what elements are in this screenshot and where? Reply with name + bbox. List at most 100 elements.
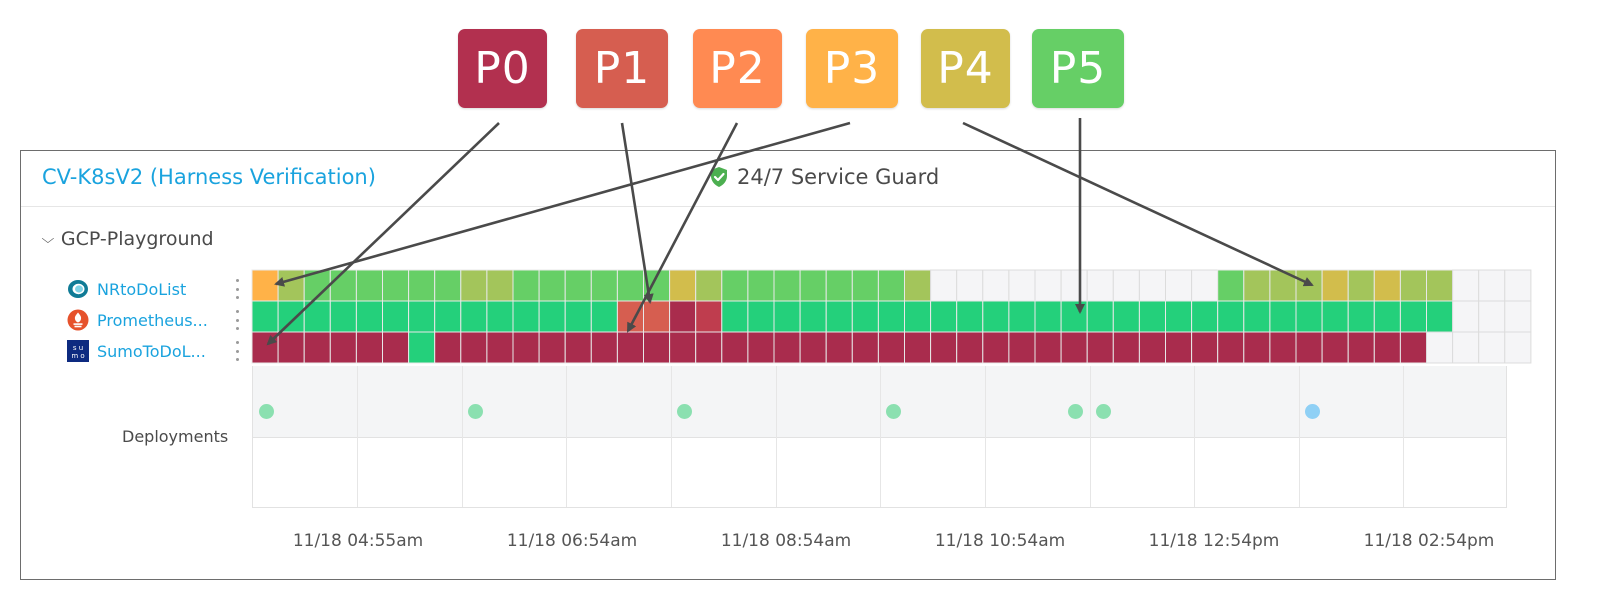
heatmap-cell[interactable] bbox=[590, 269, 618, 302]
heatmap-cell[interactable] bbox=[1165, 300, 1193, 333]
deployment-marker[interactable] bbox=[677, 404, 692, 419]
heatmap-cell[interactable] bbox=[799, 269, 827, 302]
heatmap-cell[interactable] bbox=[1112, 269, 1140, 302]
heatmap-cell[interactable] bbox=[1373, 269, 1401, 302]
heatmap-cell[interactable] bbox=[904, 331, 932, 364]
heatmap-cell[interactable] bbox=[1269, 269, 1297, 302]
heatmap-cell[interactable] bbox=[1478, 300, 1506, 333]
heatmap-cell[interactable] bbox=[329, 300, 357, 333]
heatmap-cell[interactable] bbox=[825, 300, 853, 333]
heatmap-cell[interactable] bbox=[1191, 269, 1219, 302]
heatmap-cell[interactable] bbox=[408, 269, 436, 302]
heatmap-cell[interactable] bbox=[773, 331, 801, 364]
heatmap-cell[interactable] bbox=[486, 300, 514, 333]
row-label-nrtodolist[interactable]: NRtoDoList bbox=[67, 278, 186, 300]
heatmap-cell[interactable] bbox=[643, 300, 671, 333]
heatmap-cell[interactable] bbox=[877, 269, 906, 302]
heatmap-cell[interactable] bbox=[1426, 269, 1454, 302]
heatmap-cell[interactable] bbox=[1504, 331, 1532, 364]
heatmap-cell[interactable] bbox=[1191, 300, 1219, 333]
heatmap-cell[interactable] bbox=[1034, 331, 1062, 364]
heatmap-cell[interactable] bbox=[1008, 300, 1036, 333]
heatmap-cell[interactable] bbox=[904, 300, 932, 333]
heatmap-cell[interactable] bbox=[747, 269, 775, 302]
heatmap-cell[interactable] bbox=[1347, 269, 1375, 302]
heatmap-cell[interactable] bbox=[721, 300, 749, 333]
heatmap-cell[interactable] bbox=[773, 269, 801, 302]
heatmap-cell[interactable] bbox=[1060, 300, 1088, 333]
heatmap-cell[interactable] bbox=[851, 300, 879, 333]
heatmap-cell[interactable] bbox=[669, 300, 697, 333]
heatmap-cell[interactable] bbox=[877, 331, 906, 364]
heatmap-cell[interactable] bbox=[329, 269, 357, 302]
heatmap-cell[interactable] bbox=[956, 300, 984, 333]
heatmap-cell[interactable] bbox=[695, 331, 723, 364]
heatmap-cell[interactable] bbox=[1086, 331, 1114, 364]
heatmap-cell[interactable] bbox=[825, 269, 853, 302]
heatmap-cell[interactable] bbox=[1504, 269, 1532, 302]
heatmap-cell[interactable] bbox=[538, 300, 566, 333]
kebab-menu-icon[interactable] bbox=[234, 278, 240, 300]
heatmap-cell[interactable] bbox=[1138, 300, 1167, 333]
row-label-prometheus[interactable]: Prometheus... bbox=[67, 309, 208, 331]
heatmap-cell[interactable] bbox=[277, 269, 305, 302]
heatmap-cell[interactable] bbox=[643, 331, 671, 364]
heatmap-cell[interactable] bbox=[616, 300, 645, 333]
heatmap-cell[interactable] bbox=[564, 331, 592, 364]
heatmap-cell[interactable] bbox=[460, 269, 488, 302]
heatmap-cell[interactable] bbox=[1452, 331, 1480, 364]
heatmap-cell[interactable] bbox=[1034, 300, 1062, 333]
heatmap-cell[interactable] bbox=[669, 331, 697, 364]
heatmap-cell[interactable] bbox=[1295, 269, 1323, 302]
heatmap-cell[interactable] bbox=[1217, 269, 1245, 302]
deployment-marker[interactable] bbox=[1305, 404, 1320, 419]
deployment-marker[interactable] bbox=[1096, 404, 1111, 419]
heatmap-cell[interactable] bbox=[512, 300, 540, 333]
heatmap-cell[interactable] bbox=[1426, 331, 1454, 364]
heatmap-cell[interactable] bbox=[616, 269, 645, 302]
heatmap-cell[interactable] bbox=[251, 269, 279, 302]
deployment-marker[interactable] bbox=[259, 404, 274, 419]
heatmap-cell[interactable] bbox=[1321, 300, 1349, 333]
heatmap-cell[interactable] bbox=[277, 300, 305, 333]
heatmap-cell[interactable] bbox=[1373, 331, 1401, 364]
heatmap-cell[interactable] bbox=[564, 300, 592, 333]
heatmap-cell[interactable] bbox=[982, 300, 1010, 333]
heatmap-cell[interactable] bbox=[721, 331, 749, 364]
heatmap-cell[interactable] bbox=[1295, 300, 1323, 333]
heatmap-cell[interactable] bbox=[825, 331, 853, 364]
heatmap-cell[interactable] bbox=[486, 269, 514, 302]
heatmap-cell[interactable] bbox=[1008, 269, 1036, 302]
heatmap-cell[interactable] bbox=[590, 331, 618, 364]
heatmap-cell[interactable] bbox=[1034, 269, 1062, 302]
heatmap-cell[interactable] bbox=[930, 300, 958, 333]
heatmap-cell[interactable] bbox=[329, 331, 357, 364]
heatmap-cell[interactable] bbox=[512, 269, 540, 302]
heatmap-cell[interactable] bbox=[303, 300, 331, 333]
heatmap-cell[interactable] bbox=[1269, 300, 1297, 333]
row-label-sumologic[interactable]: s u m o SumoToDoL... bbox=[67, 340, 206, 362]
heatmap-cell[interactable] bbox=[1243, 300, 1271, 333]
heatmap-cell[interactable] bbox=[355, 331, 383, 364]
heatmap-cell[interactable] bbox=[434, 331, 462, 364]
heatmap-cell[interactable] bbox=[434, 300, 462, 333]
heatmap-cell[interactable] bbox=[773, 300, 801, 333]
heatmap-cell[interactable] bbox=[616, 331, 645, 364]
heatmap-cell[interactable] bbox=[408, 331, 436, 364]
heatmap-cell[interactable] bbox=[851, 331, 879, 364]
heatmap-cell[interactable] bbox=[251, 300, 279, 333]
heatmap-cell[interactable] bbox=[1478, 331, 1506, 364]
deployment-marker[interactable] bbox=[886, 404, 901, 419]
heatmap-cell[interactable] bbox=[1217, 331, 1245, 364]
heatmap-cell[interactable] bbox=[643, 269, 671, 302]
heatmap-cell[interactable] bbox=[1138, 269, 1167, 302]
environment-toggle[interactable]: ⌵ GCP-Playground bbox=[42, 228, 214, 250]
heatmap-cell[interactable] bbox=[382, 331, 410, 364]
heatmap-cell[interactable] bbox=[1191, 331, 1219, 364]
kebab-menu-icon[interactable] bbox=[234, 340, 240, 362]
heatmap-cell[interactable] bbox=[982, 269, 1010, 302]
heatmap-cell[interactable] bbox=[1008, 331, 1036, 364]
heatmap-cell[interactable] bbox=[355, 269, 383, 302]
heatmap-cell[interactable] bbox=[303, 269, 331, 302]
heatmap-cell[interactable] bbox=[1347, 331, 1375, 364]
